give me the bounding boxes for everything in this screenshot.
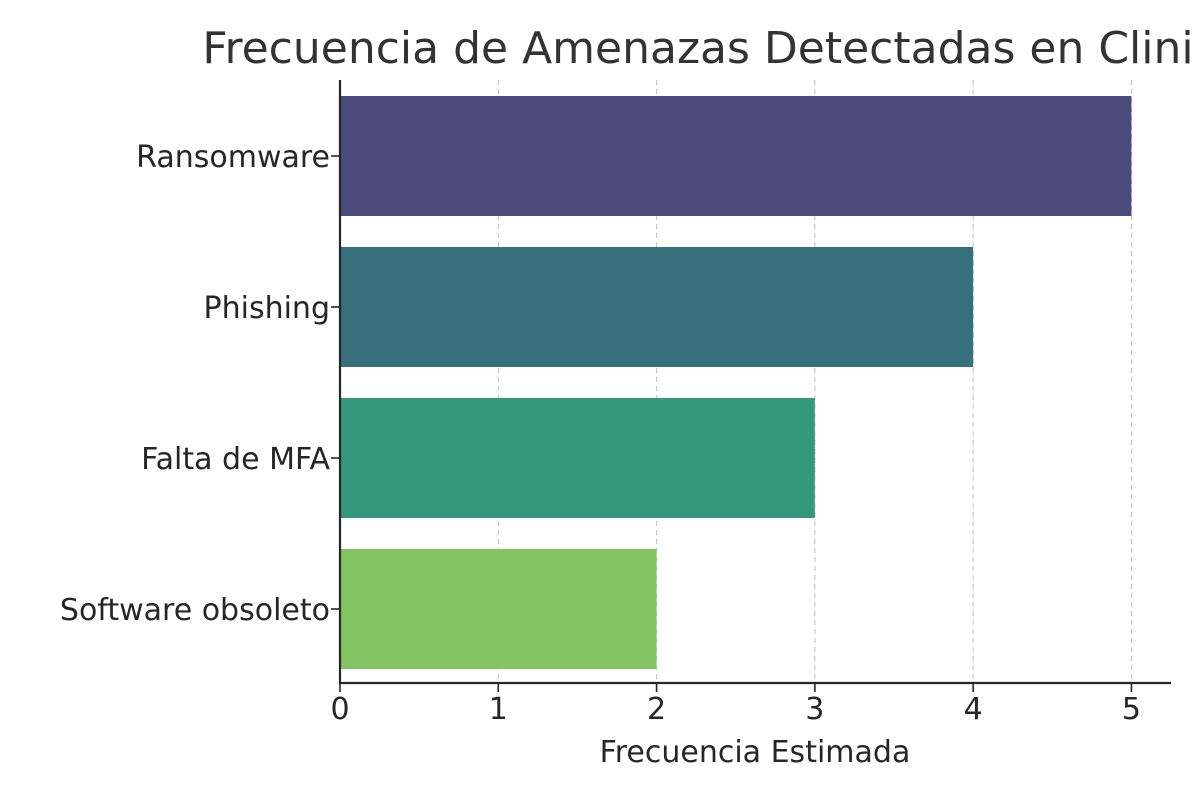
axis-layer (338, 80, 1171, 685)
bar-ransomware (340, 96, 1132, 216)
x-tick-label: 1 (489, 692, 508, 727)
y-tick-label: Ransomware (136, 140, 330, 175)
tick-layer: Ransomware Phishing Falta de MFA Software o… (60, 140, 1141, 727)
x-tick-label: 5 (1122, 692, 1141, 727)
x-tick-label: 4 (964, 692, 983, 727)
x-axis-label: Frecuencia Estimada (600, 735, 911, 770)
x-tick-label: 2 (647, 692, 666, 727)
bar-layer (340, 96, 1132, 669)
y-tick-label: Software obsoleto (60, 593, 330, 628)
x-tick-label: 3 (805, 692, 824, 727)
bar-falta-de-mfa (340, 398, 815, 518)
x-tick-label: 0 (330, 692, 349, 727)
chart-title: Frecuencia de Amenazas Detectadas en Cli… (202, 23, 1193, 74)
bar-software-obsoleto (340, 549, 657, 669)
y-tick-label: Phishing (204, 291, 330, 326)
bar-phishing (340, 247, 974, 367)
y-tick-label: Falta de MFA (141, 442, 330, 477)
